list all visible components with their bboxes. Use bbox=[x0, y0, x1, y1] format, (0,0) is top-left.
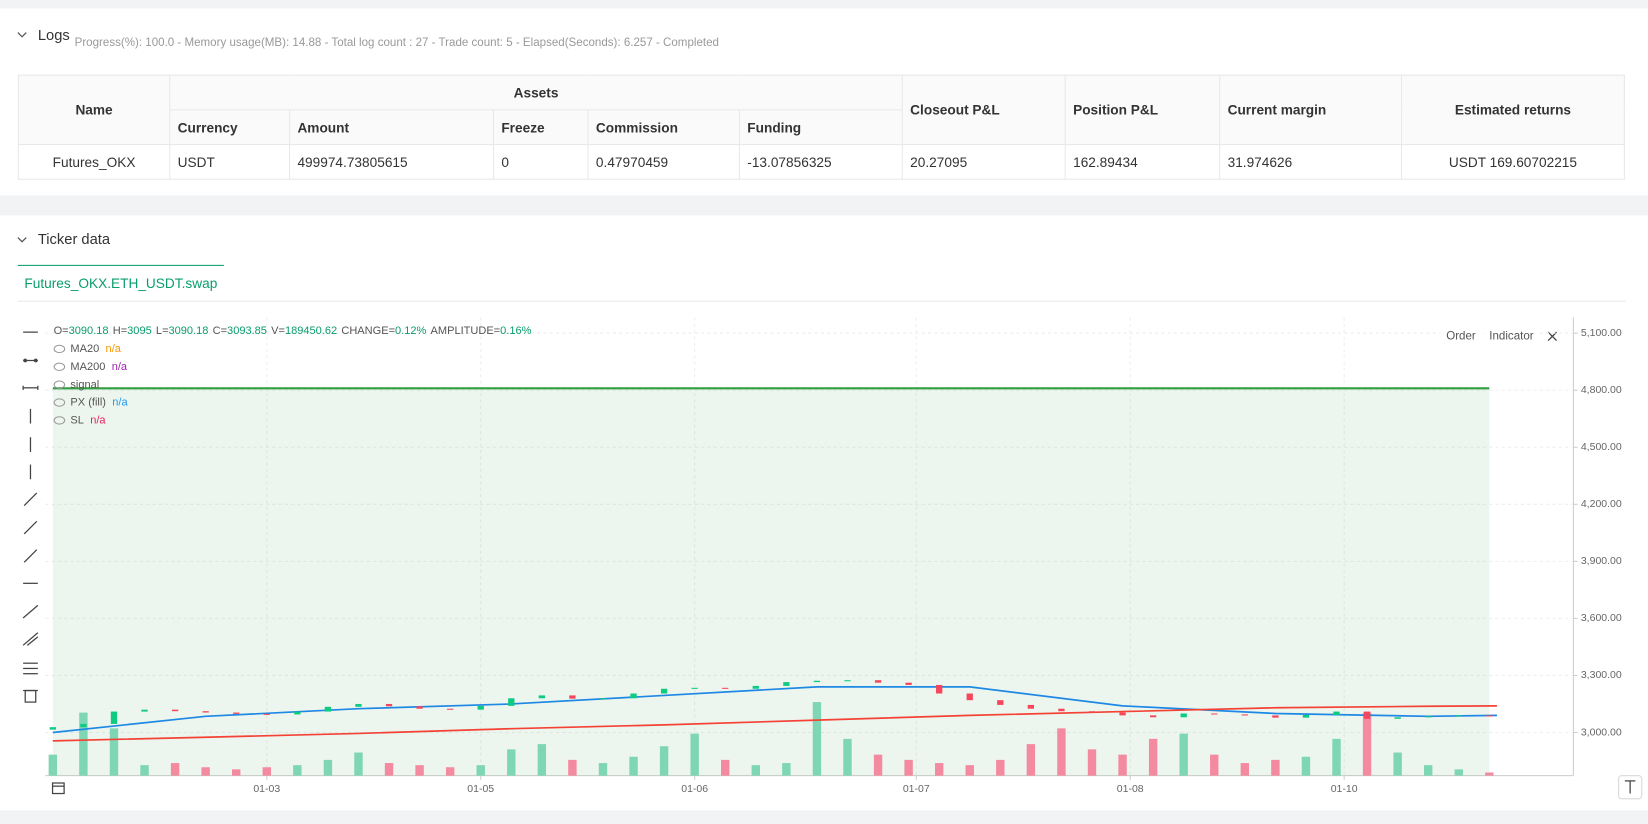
cell: USDT 169.60702215 bbox=[1401, 143, 1625, 180]
header-cell: Currency bbox=[169, 109, 291, 146]
header-cell: Amount bbox=[289, 109, 494, 146]
header-cell: Funding bbox=[738, 109, 903, 146]
header-cell: Current margin bbox=[1219, 74, 1403, 146]
info-value: 189450.62 bbox=[284, 324, 338, 338]
legend-item: signal bbox=[53, 377, 100, 392]
cell: 0.47970459 bbox=[587, 143, 740, 180]
assets-table: Name Assets Closeout P&L Position P&L Cu… bbox=[17, 74, 1625, 180]
symbol-tab[interactable]: Futures_OKX.ETH_USDT.swap bbox=[17, 264, 224, 301]
info-label: V= bbox=[271, 324, 285, 338]
legend-item: SL n/a bbox=[53, 413, 106, 428]
info-value: 3090.18 bbox=[68, 324, 109, 338]
header-cell: Assets bbox=[169, 74, 903, 111]
legend-value: n/a bbox=[111, 360, 128, 374]
info-label: AMPLITUDE= bbox=[430, 324, 501, 338]
cell: USDT bbox=[169, 143, 291, 180]
tab-divider bbox=[17, 300, 1626, 302]
eye-icon bbox=[53, 344, 66, 354]
eye-icon bbox=[53, 380, 66, 390]
cell: 0 bbox=[492, 143, 589, 180]
info-value: 3093.85 bbox=[227, 324, 267, 338]
collapse-icon[interactable] bbox=[17, 234, 28, 245]
cell: 499974.73805615 bbox=[289, 143, 494, 180]
info-value: 0.12% bbox=[395, 324, 427, 338]
legend-item: MA200 n/a bbox=[53, 359, 128, 374]
ohlc-info: O=3090.18 H=3095 L=3090.18 C=3093.85 V=18945… bbox=[54, 325, 536, 338]
info-value: 3090.18 bbox=[168, 324, 209, 338]
legend-name: MA200 bbox=[70, 360, 106, 374]
info-label: L= bbox=[155, 324, 169, 338]
cell: 162.89434 bbox=[1064, 143, 1221, 180]
info-value: 0.16% bbox=[500, 324, 532, 338]
ticker-title: Ticker data bbox=[37, 230, 111, 247]
header-cell: Freeze bbox=[492, 109, 589, 146]
logs-title: Logs bbox=[37, 26, 70, 44]
header-cell: Commission bbox=[587, 109, 740, 146]
legend-item: PX (fill) n/a bbox=[53, 395, 128, 410]
info-label: H= bbox=[112, 324, 128, 338]
legend-name: signal bbox=[70, 378, 100, 391]
info-label: O= bbox=[53, 324, 69, 338]
info-label: C= bbox=[212, 324, 228, 338]
cell: 31.974626 bbox=[1219, 143, 1403, 180]
legend-value: n/a bbox=[90, 414, 106, 427]
header-cell: Closeout P&L bbox=[901, 74, 1066, 146]
info-value: 3095 bbox=[127, 324, 152, 338]
cell: -13.07856325 bbox=[738, 143, 903, 180]
legend-name: SL bbox=[70, 414, 84, 427]
legend-value: n/a bbox=[112, 396, 128, 409]
header-cell: Estimated returns bbox=[1401, 74, 1625, 146]
indicator-button[interactable]: Indicator bbox=[1484, 326, 1539, 346]
collapse-icon[interactable] bbox=[17, 29, 28, 40]
legend-value: n/a bbox=[105, 342, 121, 356]
info-label: CHANGE= bbox=[341, 324, 396, 338]
ticker-panel: Ticker data bbox=[0, 215, 1648, 811]
header-cell: Name bbox=[17, 74, 171, 146]
order-button[interactable]: Order bbox=[1440, 326, 1482, 346]
eye-icon bbox=[53, 362, 66, 372]
legend-name: MA20 bbox=[70, 342, 100, 356]
legend-item: MA20 n/a bbox=[53, 342, 121, 357]
eye-icon bbox=[53, 398, 66, 407]
header-cell: Position P&L bbox=[1064, 74, 1221, 146]
cell: Futures_OKX bbox=[17, 143, 171, 180]
eye-icon bbox=[53, 416, 66, 425]
legend-name: PX (fill) bbox=[70, 396, 106, 409]
logs-status: Progress(%): 100.0 - Memory usage(MB): 1… bbox=[74, 36, 719, 50]
cell: 20.27095 bbox=[901, 143, 1066, 180]
